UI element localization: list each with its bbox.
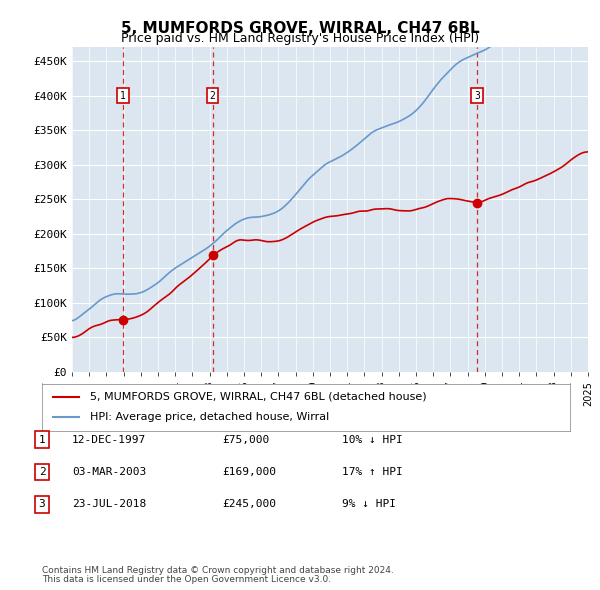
Text: HPI: Average price, detached house, Wirral: HPI: Average price, detached house, Wirr… xyxy=(89,412,329,422)
Text: 5, MUMFORDS GROVE, WIRRAL, CH47 6BL: 5, MUMFORDS GROVE, WIRRAL, CH47 6BL xyxy=(121,21,479,35)
Text: 10% ↓ HPI: 10% ↓ HPI xyxy=(342,435,403,444)
Text: 17% ↑ HPI: 17% ↑ HPI xyxy=(342,467,403,477)
Text: 1: 1 xyxy=(38,435,46,444)
Text: This data is licensed under the Open Government Licence v3.0.: This data is licensed under the Open Gov… xyxy=(42,575,331,584)
Text: Contains HM Land Registry data © Crown copyright and database right 2024.: Contains HM Land Registry data © Crown c… xyxy=(42,566,394,575)
Text: 23-JUL-2018: 23-JUL-2018 xyxy=(72,500,146,509)
Text: 5, MUMFORDS GROVE, WIRRAL, CH47 6BL (detached house): 5, MUMFORDS GROVE, WIRRAL, CH47 6BL (det… xyxy=(89,392,426,402)
Text: Price paid vs. HM Land Registry's House Price Index (HPI): Price paid vs. HM Land Registry's House … xyxy=(121,32,479,45)
Text: 2: 2 xyxy=(209,90,215,100)
Text: 1: 1 xyxy=(120,90,125,100)
Text: £169,000: £169,000 xyxy=(222,467,276,477)
Text: 03-MAR-2003: 03-MAR-2003 xyxy=(72,467,146,477)
Text: 3: 3 xyxy=(38,500,46,509)
Text: £75,000: £75,000 xyxy=(222,435,269,444)
Text: 3: 3 xyxy=(474,90,480,100)
Text: 2: 2 xyxy=(38,467,46,477)
Text: £245,000: £245,000 xyxy=(222,500,276,509)
Text: 12-DEC-1997: 12-DEC-1997 xyxy=(72,435,146,444)
Text: 9% ↓ HPI: 9% ↓ HPI xyxy=(342,500,396,509)
